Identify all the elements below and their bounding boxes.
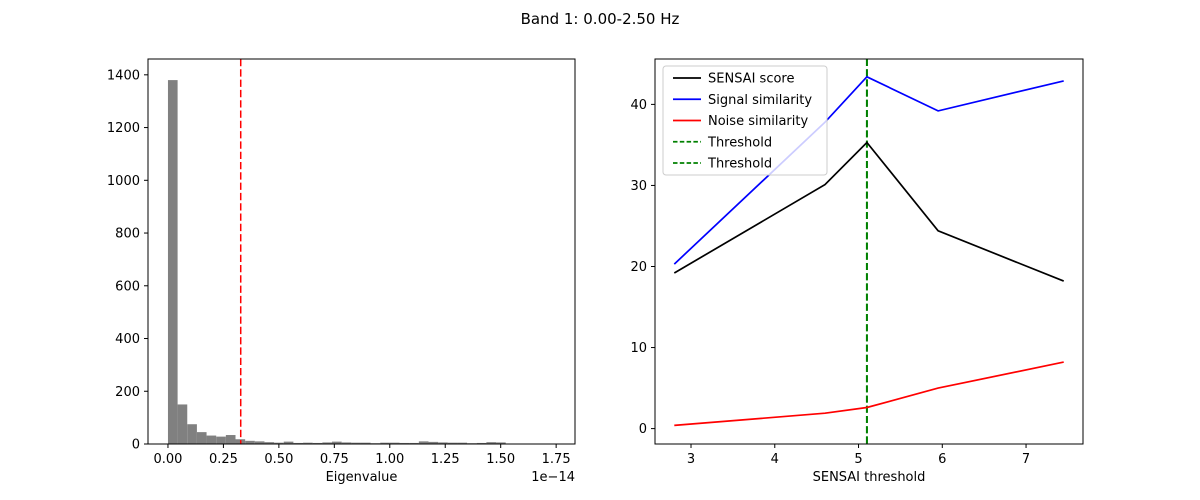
figure-title: Band 1: 0.00-2.50 Hz [520,10,680,28]
x-tick-label: 0.25 [209,452,238,467]
series-line-noise-similarity [674,361,1064,427]
y-tick-label: 40 [630,98,647,113]
x-tick-label: 0.00 [153,452,182,467]
x-tick-label: 4 [771,452,779,467]
x-tick-label: 1.75 [542,452,571,467]
y-tick-label: 400 [115,332,140,347]
histogram-bar [206,435,217,444]
x-axis-label: Eigenvalue [326,470,398,485]
histogram-bar [457,442,468,444]
histogram-bar [418,441,429,444]
x-axis-offset-label: 1e−14 [531,470,575,485]
axes-spines [654,58,1084,445]
legend-box [662,65,828,176]
histogram-bar [438,442,448,444]
legend-label-threshold: Threshold [707,135,772,150]
histogram-bar [196,432,207,444]
histogram-bar [399,442,410,444]
y-tick-label: 1200 [107,121,140,136]
x-tick-label: 1.25 [431,452,460,467]
legend: SENSAI score Signal similarity Noise simil… [662,65,828,176]
histogram-bar [245,440,255,444]
histogram-bar [177,404,188,444]
histogram-bar [351,442,361,444]
histogram-bar [264,442,275,444]
axes-spines [147,58,576,445]
y-tick-label: 800 [115,227,140,242]
legend-label-noise-similarity: Noise similarity [708,114,808,129]
eigenvalue-histogram-plot: 0.00 0.25 0.50 0.75 1.00 1.25 1.50 1.75 0 200 400 6… [107,58,576,485]
y-tick-label: 1400 [107,68,140,83]
histogram-bar [380,442,390,444]
histogram-bar [360,442,371,444]
series-line-sensai-score [673,141,1065,282]
legend-label-sensai-score: SENSAI score [708,72,794,87]
histogram-bar [447,442,458,444]
histogram-bar [332,441,342,444]
x-tick-label: 0.50 [264,452,293,467]
histogram-bar [283,441,294,444]
histogram-bar [486,442,497,444]
sensai-threshold-plot-plot: 3 4 5 6 7 0 10 20 30 40 SENSAI threshold SENSAI sco… [630,58,1084,485]
y-tick-label: 30 [630,179,647,194]
x-tick-label: 5 [854,452,862,467]
histogram-bar [496,442,506,444]
histogram-bar [341,442,352,444]
x-tick-label: 3 [687,452,695,467]
y-tick-label: 600 [115,279,140,294]
x-tick-label: 1.00 [375,452,404,467]
y-tick-label: 200 [115,385,140,400]
histogram-bar [254,441,265,444]
y-tick-label: 0 [132,438,140,453]
histogram-bar [303,442,313,444]
histogram-bar [187,424,197,444]
histogram-bar [293,442,304,444]
x-tick-label: 6 [938,452,946,467]
y-tick-label: 1000 [107,174,140,189]
histogram-bar [167,80,178,444]
y-tick-label: 0 [639,422,647,437]
histogram-bar [225,435,236,444]
histogram-bar [312,442,323,444]
histogram-bar [476,442,487,444]
y-tick-label: 10 [630,341,647,356]
histogram-bar [409,442,419,444]
x-tick-label: 0.75 [320,452,349,467]
y-tick-label: 20 [630,260,647,275]
legend-label-signal-similarity: Signal similarity [708,93,812,108]
x-tick-label: 1.50 [486,452,515,467]
legend-label-threshold: Threshold [707,157,772,172]
x-tick-label: 7 [1022,452,1030,467]
histogram-bar [322,442,332,444]
histogram-bar [216,436,226,444]
histogram-bar [274,442,284,444]
x-axis-label: SENSAI threshold [813,470,926,485]
histogram-bar [428,441,439,444]
histogram-bar [389,442,400,444]
